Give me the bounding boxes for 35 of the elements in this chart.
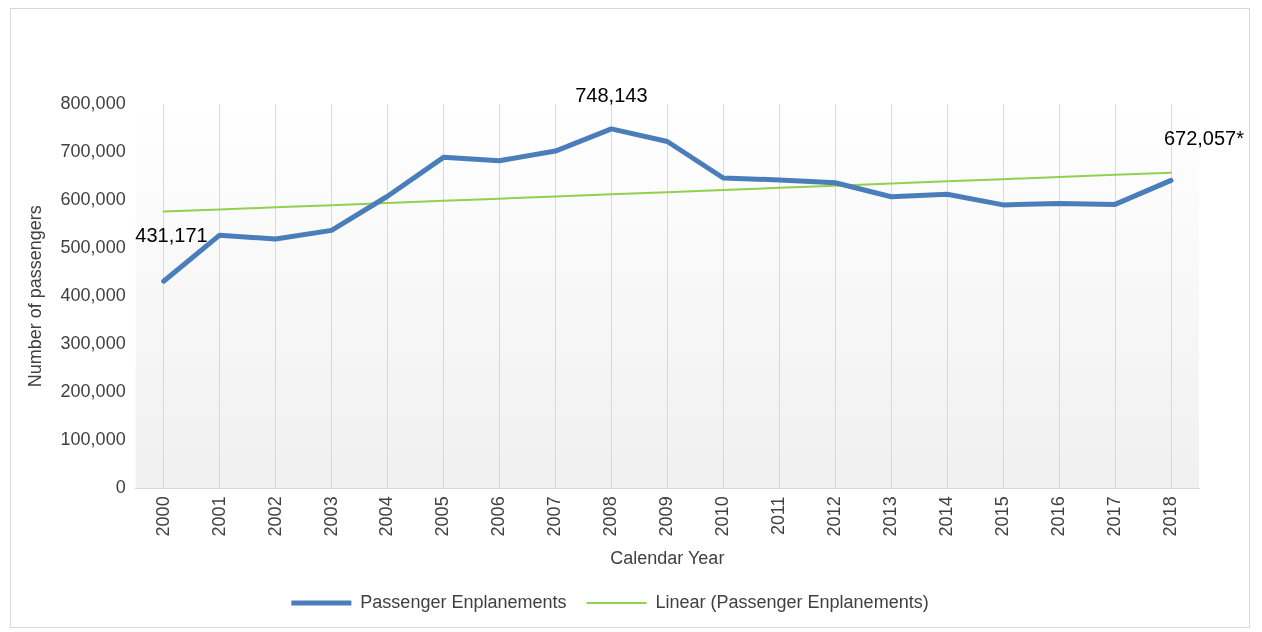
data-label: 748,143: [575, 84, 648, 107]
y-axis-title: Number of passengers: [24, 205, 45, 388]
x-tick-label: 2002: [264, 496, 285, 537]
y-tick-label: 0: [115, 477, 126, 498]
x-tick-label: 2012: [824, 496, 845, 537]
annotation: 672,057*: [1163, 126, 1245, 149]
y-tick-label: 600,000: [60, 189, 126, 210]
x-tick-label: 2015: [992, 496, 1013, 537]
legend-label: Passenger Enplanements: [360, 591, 567, 612]
x-tick-label: 2006: [488, 496, 509, 537]
x-tick-label: 2008: [600, 496, 621, 537]
y-tick-label: 100,000: [60, 429, 126, 450]
x-tick-label: 2014: [936, 496, 957, 537]
x-tick-label: 2017: [1104, 496, 1125, 537]
y-tick-label: 300,000: [60, 333, 126, 354]
y-tick-label: 700,000: [60, 141, 126, 162]
x-tick-label: 2013: [880, 496, 901, 537]
x-tick-label: 2005: [432, 496, 453, 537]
x-tick-label: 2009: [656, 496, 677, 537]
x-tick-label: 2001: [208, 496, 229, 537]
x-tick-label: 2004: [376, 496, 397, 537]
x-tick-label: 2016: [1048, 496, 1069, 537]
y-tick-label: 200,000: [60, 381, 126, 402]
x-tick-label: 2011: [768, 496, 789, 536]
y-tick-label: 500,000: [60, 237, 126, 258]
x-tick-label: 2018: [1159, 496, 1180, 537]
x-tick-label: 2007: [544, 496, 565, 537]
legend-label: Linear (Passenger Enplanements): [655, 591, 929, 612]
x-tick-label: 2003: [320, 496, 341, 537]
data-label: 431,171: [135, 223, 208, 246]
x-tick-label: 2000: [152, 496, 173, 537]
y-tick-label: 800,000: [60, 92, 126, 113]
x-axis-title: Calendar Year: [610, 548, 725, 569]
y-tick-label: 400,000: [60, 285, 126, 306]
x-tick-label: 2010: [712, 496, 733, 537]
